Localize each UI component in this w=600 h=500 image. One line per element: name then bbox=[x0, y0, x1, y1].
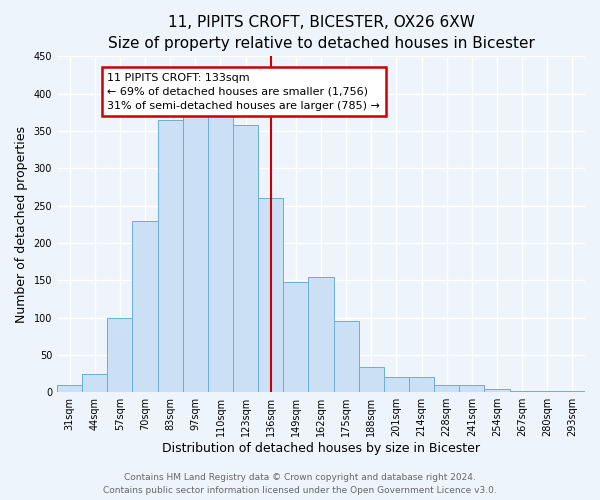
Bar bbox=[283, 282, 308, 392]
Bar bbox=[434, 384, 459, 392]
Bar bbox=[409, 376, 434, 392]
Bar bbox=[308, 276, 334, 392]
Title: 11, PIPITS CROFT, BICESTER, OX26 6XW
Size of property relative to detached house: 11, PIPITS CROFT, BICESTER, OX26 6XW Siz… bbox=[107, 15, 535, 51]
Bar bbox=[233, 125, 258, 392]
Bar bbox=[82, 374, 107, 392]
Bar bbox=[107, 318, 133, 392]
Bar bbox=[258, 198, 283, 392]
Bar bbox=[384, 376, 409, 392]
Text: 11 PIPITS CROFT: 133sqm
← 69% of detached houses are smaller (1,756)
31% of semi: 11 PIPITS CROFT: 133sqm ← 69% of detache… bbox=[107, 73, 380, 111]
Y-axis label: Number of detached properties: Number of detached properties bbox=[15, 126, 28, 323]
Bar bbox=[133, 220, 158, 392]
Bar bbox=[158, 120, 183, 392]
Bar bbox=[359, 367, 384, 392]
Text: Contains HM Land Registry data © Crown copyright and database right 2024.
Contai: Contains HM Land Registry data © Crown c… bbox=[103, 474, 497, 495]
Bar bbox=[57, 384, 82, 392]
X-axis label: Distribution of detached houses by size in Bicester: Distribution of detached houses by size … bbox=[162, 442, 480, 455]
Bar bbox=[509, 390, 535, 392]
Bar bbox=[484, 389, 509, 392]
Bar bbox=[208, 116, 233, 392]
Bar bbox=[183, 116, 208, 392]
Bar bbox=[459, 384, 484, 392]
Bar bbox=[334, 322, 359, 392]
